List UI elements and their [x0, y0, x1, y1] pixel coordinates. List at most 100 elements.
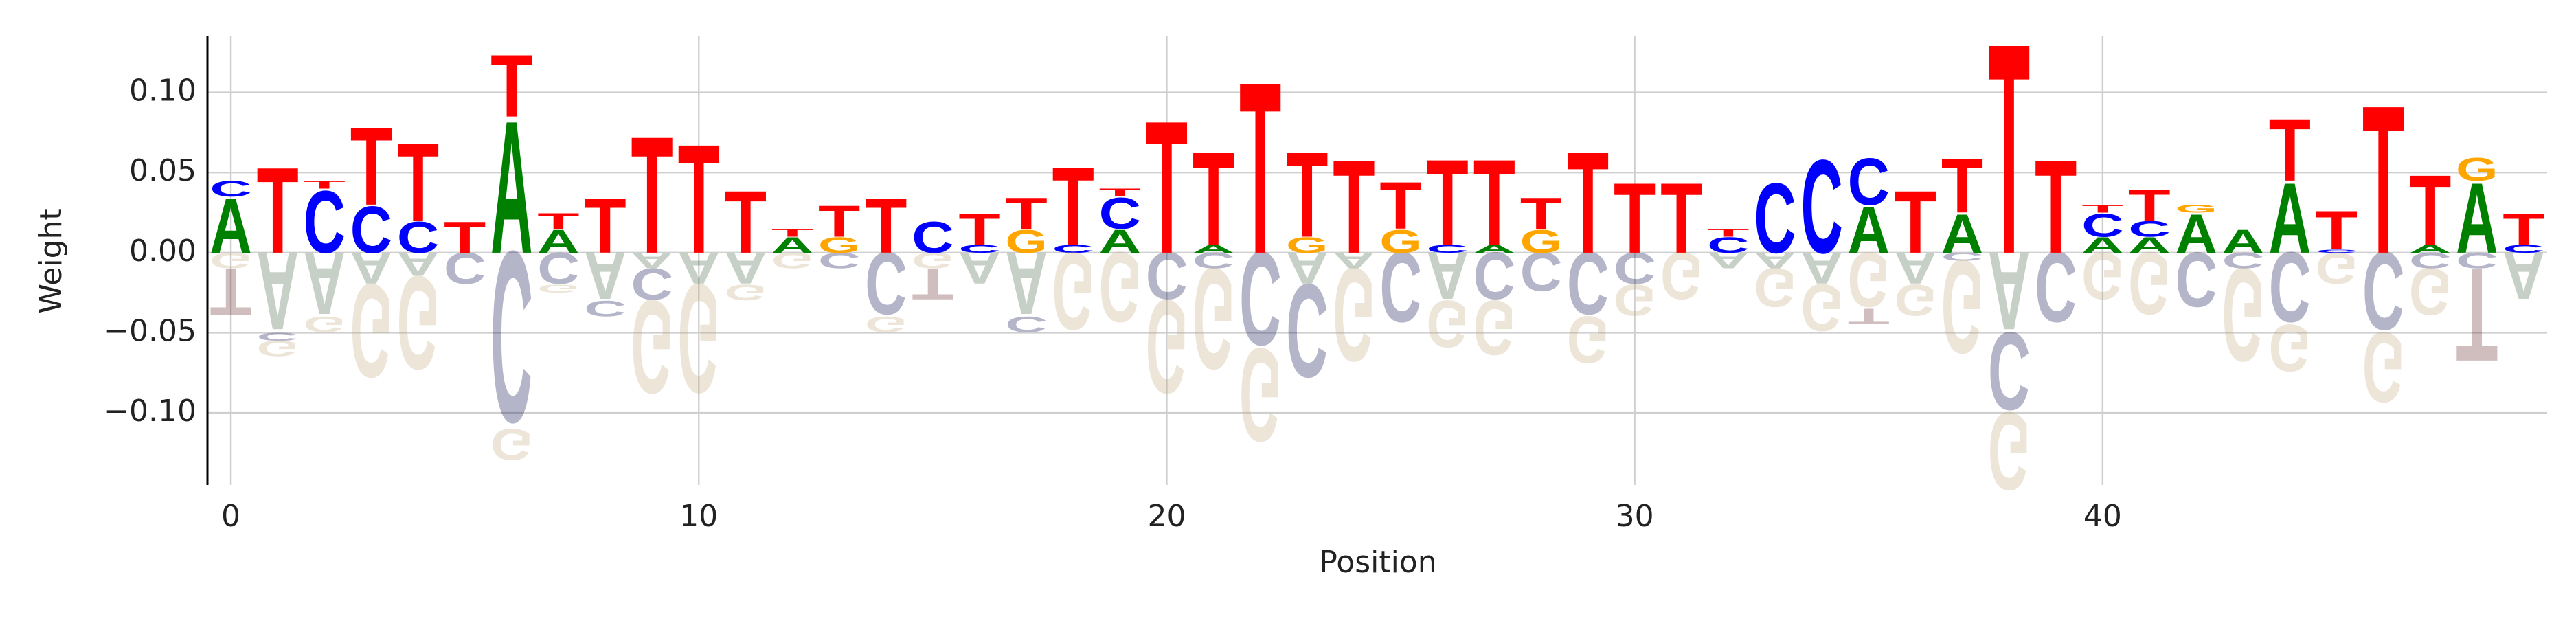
logo-letter: C [1848, 145, 1890, 220]
logo-letter: T [1099, 186, 1141, 199]
logo-letter: G [2081, 238, 2123, 313]
logo-letter: A [2081, 233, 2123, 258]
logo-letter: A [1333, 248, 1375, 273]
logo-letter: A [958, 242, 1000, 292]
logo-letter: T [1146, 82, 1188, 293]
logo-letter: T [1848, 304, 1890, 328]
logo-letter: A [1800, 242, 1842, 292]
logo-letter: G [1848, 236, 1890, 322]
logo-letter: A [2222, 223, 2264, 260]
logo-letter: C [1707, 233, 1749, 258]
logo-letter: C [958, 242, 1000, 255]
logo-letter: G [490, 419, 532, 468]
logo-letter: C [912, 213, 953, 262]
logo-letter: C [257, 330, 299, 343]
logo-letter: G [771, 248, 813, 273]
logo-letter: G [1333, 240, 1375, 389]
logo-letter: C [1614, 242, 1656, 292]
logo-letter: G [2175, 203, 2217, 215]
logo-letter: T [1520, 189, 1562, 238]
logo-letter: G [2128, 234, 2170, 332]
logo-letter: G [2222, 240, 2264, 389]
logo-letter: C [2175, 236, 2217, 322]
logo-letter: T [350, 104, 392, 228]
y-tick-label: 0.10 [129, 74, 196, 109]
logo-letter: T [2362, 62, 2404, 298]
logo-letter: A [304, 234, 346, 332]
logo-letter: A [2456, 162, 2498, 274]
logo-letter: A [210, 183, 251, 270]
y-tick-label: −0.10 [104, 394, 196, 429]
logo-letter: A [350, 242, 392, 292]
logo-letter: C [584, 296, 626, 321]
logo-letter: G [1473, 284, 1515, 370]
logo-letter: G [2316, 242, 2358, 292]
logo-letter: A [725, 242, 767, 292]
logo-letter: A [1754, 248, 1796, 273]
logo-letter: C [1286, 256, 1328, 405]
x-tick-label: 0 [221, 499, 240, 534]
logo-letter: A [1005, 234, 1047, 332]
logo-letter: T [958, 205, 1000, 255]
logo-letter: T [584, 183, 626, 270]
logo-letter: G [1895, 275, 1936, 324]
logo-letter: A [1941, 203, 1983, 265]
logo-letter: G [1754, 256, 1796, 318]
logo-letter: C [1052, 242, 1094, 255]
logo-letter: C [2456, 248, 2498, 273]
logo-letter: G [1988, 389, 2030, 514]
x-tick-label: 40 [2083, 499, 2122, 534]
logo-letter: C [1567, 234, 1609, 332]
logo-letter: T [771, 227, 813, 239]
logo-letter: G [1005, 223, 1047, 260]
logo-letter: T [631, 102, 673, 289]
logo-letter: A [2128, 233, 2170, 258]
logo-letter: G [257, 336, 299, 361]
logo-letter: T [1988, 0, 2030, 317]
logo-letter: G [2409, 254, 2451, 329]
logo-letter: C [1427, 242, 1469, 255]
logo-letter: C [2316, 249, 2358, 253]
logo-letter: G [1660, 238, 1702, 313]
logo-letter: A [584, 238, 626, 313]
logo-letter: T [725, 173, 767, 272]
logo-letter: C [1193, 248, 1234, 273]
logo-letter: G [865, 312, 907, 337]
logo-letter: G [1941, 232, 1983, 381]
logo-letter: A [1707, 248, 1749, 273]
logo-letter: C [210, 177, 251, 202]
logo-letter: C [2081, 207, 2123, 244]
logo-letter: C [304, 173, 346, 272]
logo-letter: A [1473, 242, 1515, 255]
logo-letter: A [537, 223, 579, 260]
logo-letter: C [1754, 162, 1796, 274]
logo-letter: G [2269, 310, 2311, 385]
logo-letter: C [2035, 232, 2077, 343]
logo-letter: A [1988, 229, 2030, 353]
logo-letter: A [2175, 203, 2217, 265]
logo-letter: C [1005, 312, 1047, 337]
logo-letter: A [490, 82, 532, 293]
logo-letter: T [678, 113, 720, 286]
logo-letter: C [2128, 217, 2170, 242]
logo-letter: G [1800, 270, 1842, 345]
logo-letter: G [1286, 233, 1328, 258]
logo-letter: C [818, 248, 860, 273]
y-axis-label: Weight [34, 208, 69, 313]
logo-letter: A [2269, 162, 2311, 274]
logo-letter: C [1473, 238, 1515, 313]
logo-letter: T [2316, 200, 2358, 262]
logo-letter: T [444, 213, 486, 262]
logo-letter: T [865, 183, 907, 270]
logo-letter: A [1895, 242, 1936, 292]
logo-letter: C [2269, 232, 2311, 343]
logo-letter: C [2502, 242, 2544, 255]
logo-letter: T [1379, 169, 1421, 244]
logo-letter: A [397, 245, 439, 282]
logo-letter: G [2362, 311, 2404, 423]
logo-letter: C [350, 193, 392, 268]
logo-letter: G [304, 312, 346, 337]
logo-letter: T [2409, 155, 2451, 267]
logo-letter: A [257, 229, 299, 353]
logo-letter: T [537, 209, 579, 234]
